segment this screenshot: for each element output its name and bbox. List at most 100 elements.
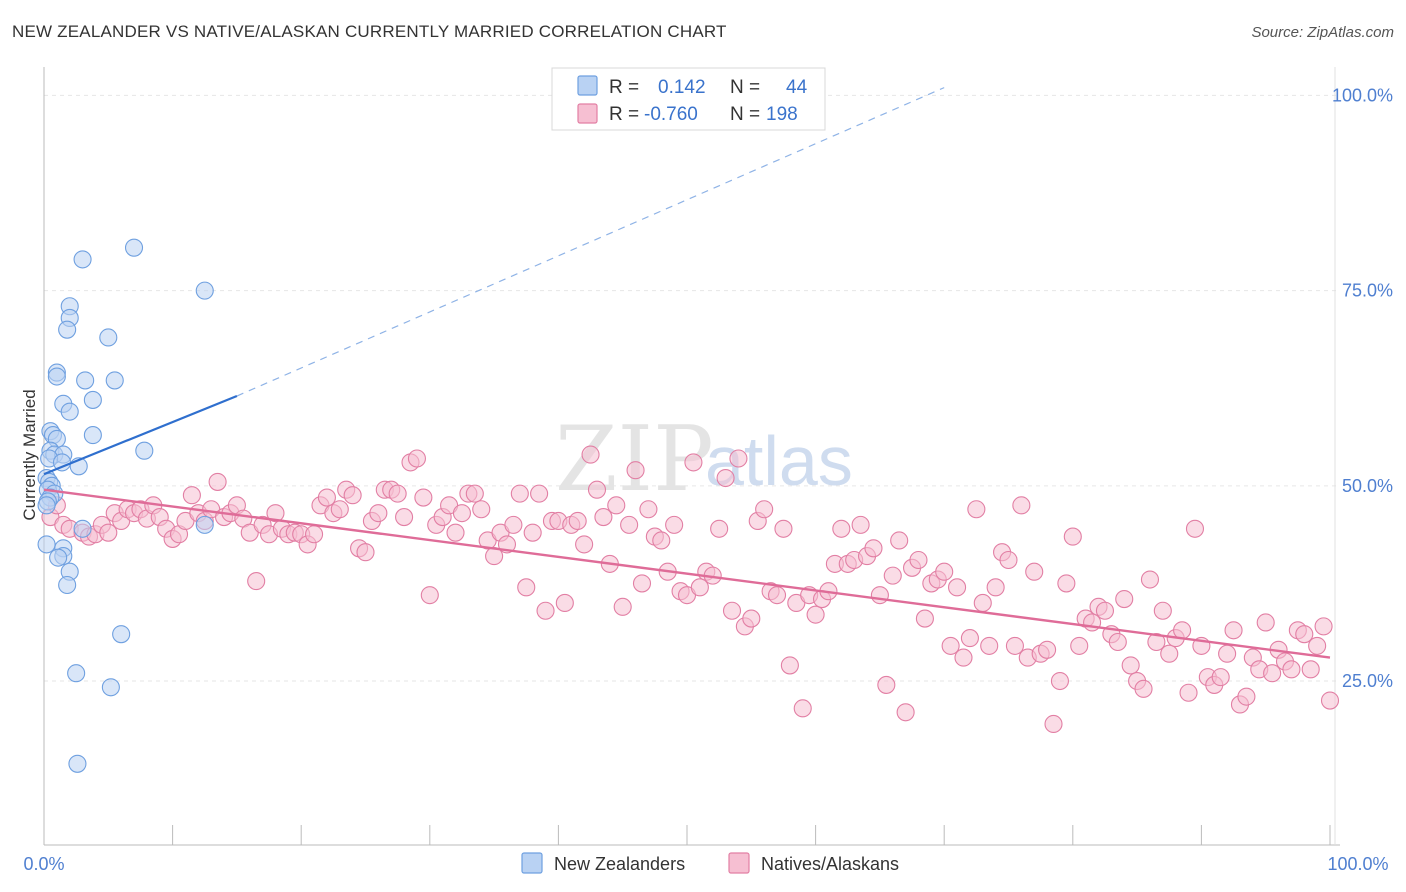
data-point: [135, 441, 154, 460]
data-point: [555, 593, 574, 612]
data-point: [780, 656, 799, 675]
data-point: [864, 539, 883, 558]
data-point: [510, 484, 529, 503]
data-point: [639, 500, 658, 519]
data-point: [1256, 613, 1275, 632]
legend-r-value-new-zealanders: 0.142: [658, 77, 706, 98]
data-point: [607, 496, 626, 515]
data-point: [47, 367, 66, 386]
data-point: [99, 523, 118, 542]
data-point: [58, 320, 77, 339]
data-point: [330, 500, 349, 519]
data-point: [83, 426, 102, 445]
data-point: [883, 566, 902, 585]
data-point: [446, 523, 465, 542]
legend-n-label: N =: [730, 77, 760, 98]
trend-lines: [43, 87, 1331, 659]
data-point: [504, 515, 523, 534]
data-point: [356, 543, 375, 562]
data-point: [1134, 679, 1153, 698]
legend-r-label: R =: [609, 104, 639, 125]
data-point: [37, 535, 56, 554]
legend-r-value-natives-alaskans: -0.760: [644, 104, 698, 125]
data-point: [742, 609, 761, 628]
data-point: [73, 519, 92, 538]
data-point: [49, 548, 68, 567]
legend-n-value-new-zealanders: 44: [786, 77, 808, 98]
data-point: [530, 484, 549, 503]
data-point: [1263, 664, 1282, 683]
data-point: [1301, 660, 1320, 679]
data-point: [1211, 668, 1230, 687]
data-point: [317, 488, 336, 507]
data-point: [890, 531, 909, 550]
data-point: [1057, 574, 1076, 593]
bottom-legend: New Zealanders Natives/Alaskans: [521, 852, 899, 874]
data-point: [83, 390, 102, 409]
data-point: [208, 472, 227, 491]
trend-line-new-zealanders: [43, 395, 238, 476]
data-point: [517, 578, 536, 597]
data-point: [909, 550, 928, 570]
y-tick-label: 50.0%: [1342, 476, 1393, 496]
data-point: [832, 519, 851, 538]
data-point: [452, 504, 472, 523]
data-point: [967, 500, 986, 519]
bottom-legend-label-natives-alaskans: Natives/Alaskans: [761, 854, 899, 874]
data-point: [420, 586, 439, 605]
data-point: [395, 508, 414, 527]
gridlines: [44, 94, 1340, 682]
data-point: [941, 636, 960, 655]
data-point: [652, 531, 671, 550]
data-point: [774, 519, 793, 538]
legend: R = 0.142 N = 44 R = -0.760 N = 198: [551, 67, 826, 131]
data-point: [755, 500, 774, 519]
data-point: [851, 515, 870, 534]
data-point: [99, 328, 118, 347]
data-point: [1012, 496, 1031, 515]
data-point: [266, 504, 285, 523]
data-point: [690, 578, 709, 597]
data-point: [980, 636, 999, 655]
data-point: [73, 250, 92, 269]
data-point: [877, 675, 896, 694]
data-point: [594, 508, 613, 527]
data-point: [414, 488, 433, 507]
data-point: [581, 445, 600, 464]
data-point: [1314, 617, 1333, 636]
data-point: [1320, 691, 1340, 710]
data-point: [407, 449, 426, 468]
bottom-legend-swatch-new-zealanders: [521, 852, 543, 874]
data-point: [960, 629, 979, 648]
data-point: [1185, 519, 1205, 538]
y-tick-labels: 25.0% 50.0% 75.0% 100.0%: [1332, 85, 1393, 691]
data-point: [986, 578, 1005, 597]
data-point: [870, 586, 889, 605]
legend-n-value-natives-alaskans: 198: [766, 104, 798, 125]
data-point: [1121, 656, 1140, 675]
data-point: [999, 550, 1018, 570]
data-point: [935, 562, 954, 581]
data-point: [1140, 570, 1160, 589]
x-tick-label-right: 100.0%: [1327, 854, 1388, 874]
y-axis-title: Currently Married: [20, 389, 39, 520]
data-point: [523, 523, 542, 542]
data-point: [767, 586, 787, 605]
data-point: [626, 461, 645, 480]
data-point: [587, 480, 607, 499]
data-point: [568, 511, 587, 531]
chart-title: NEW ZEALANDER VS NATIVE/ALASKAN CURRENTL…: [12, 22, 727, 41]
data-point: [575, 535, 594, 554]
data-point: [68, 754, 87, 773]
series-new-zealanders-points: [37, 238, 214, 773]
y-tick-label: 100.0%: [1332, 85, 1393, 105]
data-point: [1153, 601, 1172, 620]
data-point: [954, 648, 973, 667]
data-point: [1160, 644, 1179, 663]
data-point: [536, 601, 555, 620]
data-point: [195, 515, 214, 534]
data-point: [182, 486, 201, 505]
data-point: [1108, 632, 1127, 652]
bottom-legend-label-new-zealanders: New Zealanders: [554, 854, 685, 874]
